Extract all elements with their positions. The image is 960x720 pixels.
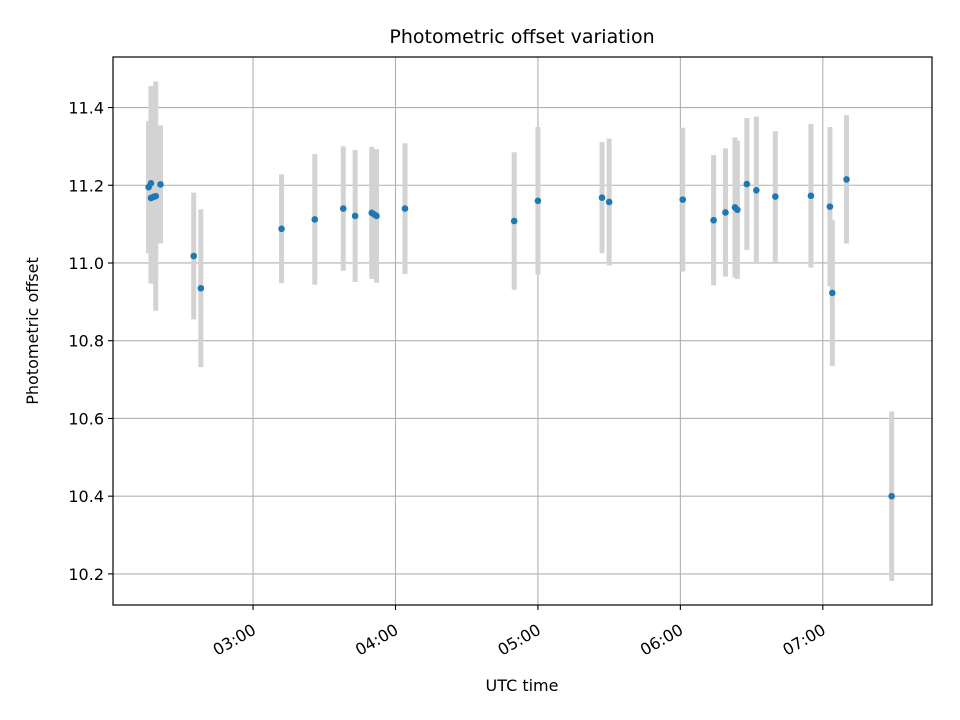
- x-axis-label: UTC time: [486, 676, 559, 695]
- y-axis-label: Photometric offset: [23, 257, 42, 405]
- data-point: [753, 187, 760, 194]
- data-point: [826, 203, 834, 210]
- y-tick-label: 11.2: [68, 176, 104, 195]
- data-point: [888, 492, 895, 500]
- data-point: [843, 176, 850, 183]
- data-point: [710, 216, 717, 224]
- data-point: [190, 252, 198, 260]
- data-point: [828, 289, 836, 297]
- data-point: [157, 181, 164, 188]
- data-point: [807, 192, 815, 200]
- data-point: [605, 198, 613, 206]
- data-point: [351, 212, 359, 220]
- data-point: [147, 180, 155, 187]
- data-point: [373, 212, 380, 220]
- data-point: [679, 196, 687, 203]
- data-point: [510, 217, 518, 225]
- y-tick-label: 10.2: [68, 565, 104, 584]
- y-tick-label: 10.6: [68, 409, 104, 428]
- y-tick-label: 11.0: [68, 254, 104, 273]
- data-point: [197, 284, 205, 292]
- data-points: [145, 176, 895, 500]
- y-tick-label: 10.8: [68, 332, 104, 351]
- y-axis-ticks: 10.2 10.4 10.6 10.8 11.0 11.2 11.4: [68, 99, 113, 584]
- data-point: [339, 205, 347, 212]
- data-point: [311, 216, 319, 223]
- data-point: [722, 209, 729, 216]
- y-tick-label: 10.4: [68, 487, 104, 506]
- grid: [113, 57, 932, 605]
- data-point: [598, 194, 606, 201]
- plot-frame: [112, 56, 933, 606]
- data-point: [534, 197, 542, 205]
- data-point: [772, 193, 779, 200]
- y-tick-label: 11.4: [68, 99, 104, 118]
- data-point: [743, 180, 751, 188]
- chart-title: Photometric offset variation: [389, 26, 654, 48]
- data-point: [734, 206, 741, 214]
- data-point: [401, 205, 409, 212]
- data-point: [152, 192, 160, 200]
- data-point: [278, 225, 285, 233]
